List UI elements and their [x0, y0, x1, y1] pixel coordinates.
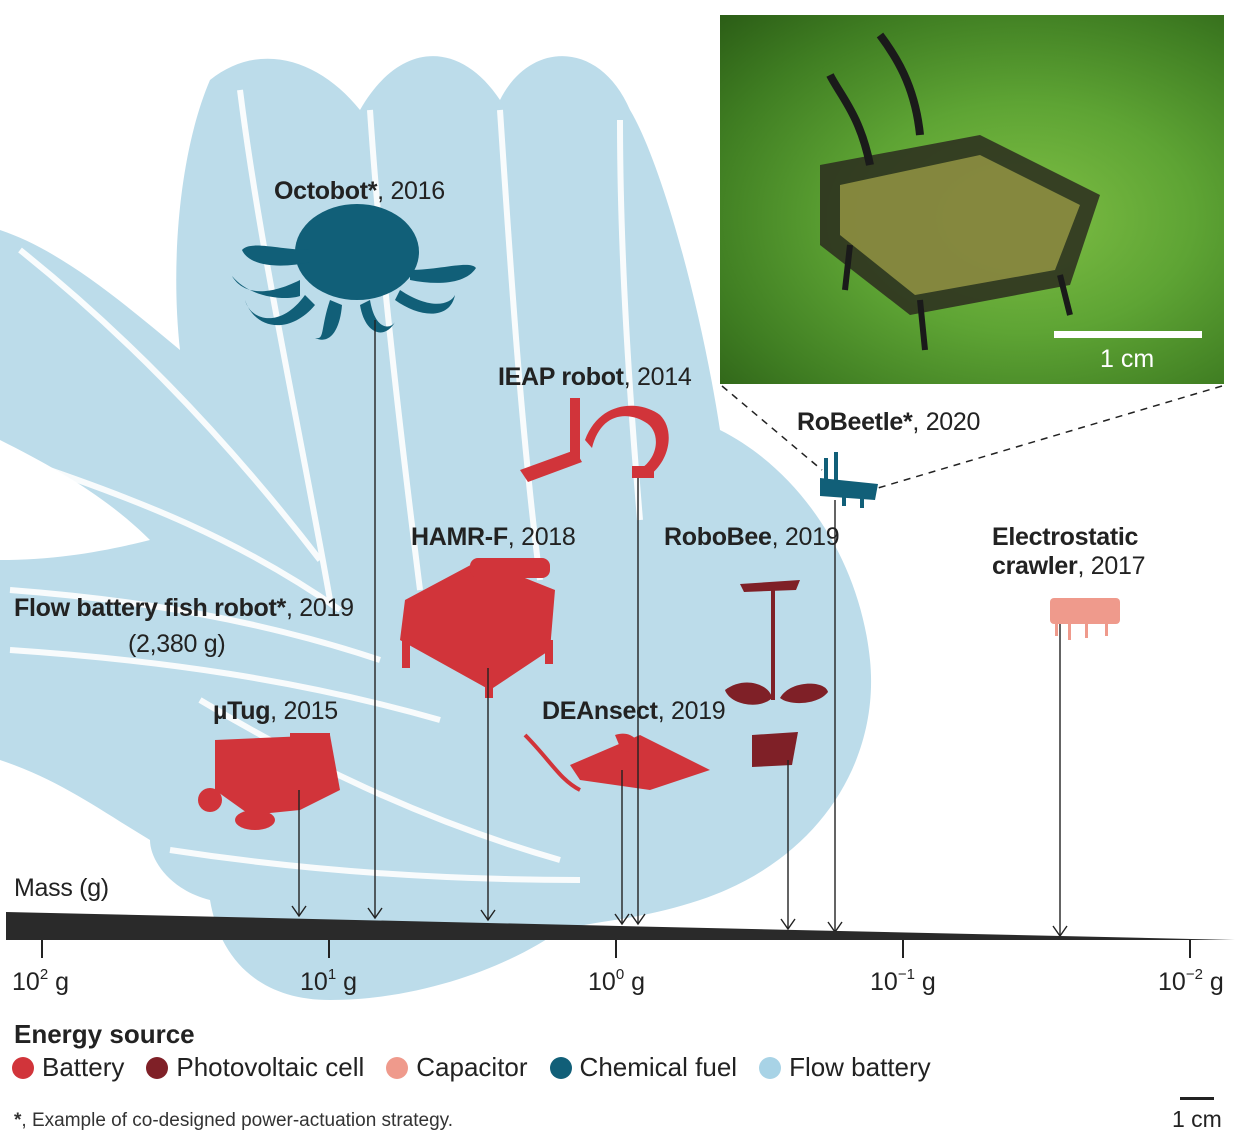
- deansect-shape: [523, 733, 710, 792]
- pointer-lines: [298, 320, 1061, 936]
- octobot-shape: [232, 204, 476, 340]
- legend-item-chemical: Chemical fuel: [549, 1052, 738, 1083]
- legend-label: Battery: [42, 1052, 125, 1082]
- tick-label-0: 102 g: [12, 966, 70, 996]
- label-fish: Flow battery fish robot*, 2019: [14, 594, 354, 622]
- legend-item-battery: Battery: [12, 1052, 124, 1083]
- legend: Battery Photovoltaic cell Capacitor Chem…: [12, 1052, 953, 1083]
- label-electro-1: Electrostatic: [992, 523, 1139, 551]
- legend-label: Chemical fuel: [579, 1052, 738, 1082]
- tick-label-1: 101 g: [300, 966, 358, 996]
- robobee-shape: [725, 580, 828, 767]
- chemical-dot-icon: [549, 1056, 572, 1079]
- label-robeetle: RoBeetle*, 2020: [797, 408, 981, 436]
- photo-scale-bar: [1054, 331, 1202, 338]
- footnote: *, Example of co-designed power-actuatio…: [14, 1110, 454, 1131]
- photovoltaic-dot-icon: [146, 1056, 169, 1079]
- hamr-shape: [400, 558, 555, 698]
- scale-bar: [1180, 1097, 1214, 1100]
- pointer-arrows: [291, 905, 1068, 938]
- electro-shape: [1050, 598, 1120, 640]
- photo-beetle-illustration: [820, 32, 1100, 351]
- tick-label-3: 10−1 g: [870, 966, 936, 996]
- tick-label-2: 100 g: [588, 966, 646, 996]
- robeetle-photo: [720, 15, 1224, 384]
- label-hamr: HAMR-F, 2018: [411, 523, 576, 551]
- battery-dot-icon: [12, 1056, 34, 1079]
- mutug-shape: [198, 733, 340, 830]
- flow-dot-icon: [759, 1056, 782, 1079]
- photo-scale-label: 1 cm: [1100, 345, 1155, 373]
- legend-item-photovoltaic: Photovoltaic cell: [146, 1052, 364, 1083]
- tick-label-4: 10−2 g: [1158, 966, 1224, 996]
- legend-item-capacitor: Capacitor: [386, 1052, 528, 1083]
- label-fish-mass: (2,380 g): [128, 630, 226, 658]
- capacitor-dot-icon: [386, 1056, 409, 1079]
- legend-label: Flow battery: [789, 1052, 931, 1082]
- label-octobot: Octobot*, 2016: [274, 177, 445, 205]
- label-robobee: RoboBee, 2019: [664, 523, 840, 551]
- label-electro-2: crawler, 2017: [992, 552, 1146, 580]
- robeetle-shape: [820, 452, 878, 508]
- label-mutug: µTug, 2015: [213, 697, 338, 725]
- label-ieap: IEAP robot, 2014: [498, 363, 692, 391]
- label-deansect: DEAnsect, 2019: [542, 697, 726, 725]
- legend-title: Energy source: [14, 1019, 195, 1049]
- ieap-shape: [520, 398, 669, 482]
- legend-label: Photovoltaic cell: [176, 1052, 365, 1082]
- scale-label: 1 cm: [1172, 1106, 1222, 1132]
- mass-axis: [6, 912, 1235, 958]
- legend-item-flow: Flow battery: [759, 1052, 931, 1083]
- photo-connector: [721, 385, 1223, 489]
- axis-label: Mass (g): [14, 874, 109, 902]
- legend-label: Capacitor: [416, 1052, 528, 1082]
